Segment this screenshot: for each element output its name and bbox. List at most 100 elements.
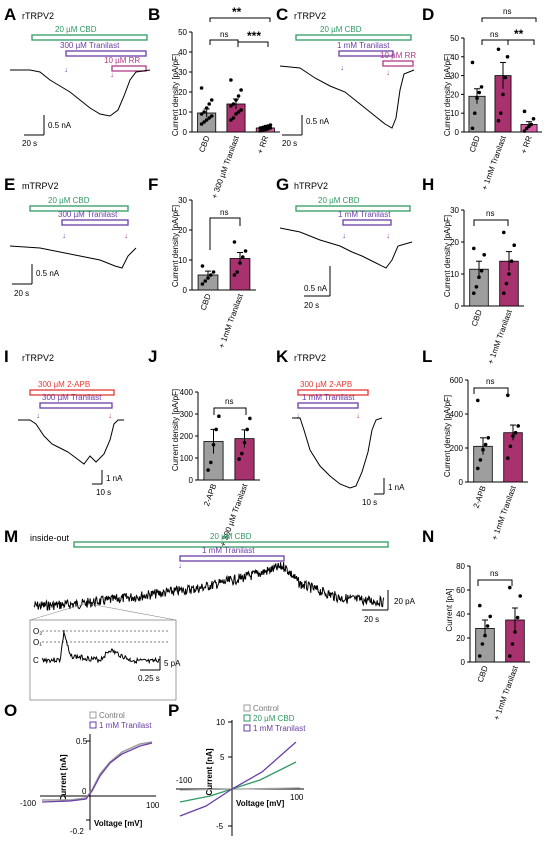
y-tick-label: 0: [461, 658, 466, 667]
panel-letter-c: C: [276, 5, 288, 24]
category-label: + 1mM Tranilast: [217, 292, 245, 349]
p-ylabel: Current [nA]: [205, 748, 214, 795]
data-point: [478, 458, 483, 462]
data-point: [206, 276, 210, 280]
sig-label-d3: **: [514, 27, 524, 41]
tranilast-bar-k: [297, 402, 359, 409]
arrow-k1: ↓: [296, 411, 300, 420]
data-point: [199, 122, 204, 126]
sig-bracket-n: [477, 579, 513, 586]
panel-c: C rTRPV2 20 µM CBD 1 mM Tranilast 10 µM …: [276, 5, 416, 148]
data-point: [477, 603, 482, 608]
scale-y-label-a: 0.5 nA: [48, 121, 72, 130]
sig-bracket-d3: [507, 39, 535, 45]
data-point: [513, 430, 518, 435]
arrow-e1: ↓: [62, 231, 66, 240]
panel-a: A rTRPV2 20 µM CBD 300 µM Tranilast 10 µ…: [4, 5, 151, 148]
sig-bracket-b1: [209, 17, 271, 22]
tranilast-bar-g: [342, 219, 392, 226]
cbd-bar-label-e: 20 µM CBD: [48, 196, 90, 205]
chart-n: 0 20 40 60 80 CBD + 1mM Tranilast: [456, 562, 530, 721]
data-point: [516, 424, 521, 428]
construct-label-m: inside-out: [30, 533, 70, 543]
sig-bracket-d2: [481, 39, 509, 45]
scale-y-label-k: 1 nA: [388, 483, 405, 492]
y-tick-label: 0: [183, 286, 188, 295]
data-point: [486, 436, 491, 440]
scale-x-label-g: 20 s: [304, 301, 319, 310]
data-point: [513, 630, 517, 634]
data-point: [217, 414, 221, 419]
data-point: [234, 112, 238, 116]
data-point: [199, 86, 204, 90]
data-point: [531, 117, 536, 121]
panel-letter-e: E: [4, 175, 15, 194]
p-legend-tranilast: 1 mM Tranilast: [253, 724, 306, 733]
data-point: [522, 109, 527, 114]
sig-label-b2: ns: [220, 30, 228, 39]
cbd-bar-g: [295, 205, 411, 212]
panel-letter-f: F: [148, 175, 158, 194]
panel-letter-l: L: [422, 347, 432, 366]
y-tick-label: 40: [450, 53, 459, 62]
data-point: [207, 116, 212, 120]
data-point: [231, 116, 236, 120]
data-point: [496, 118, 501, 123]
data-point: [471, 246, 476, 251]
sig-bracket-f: [209, 217, 241, 250]
scale-y-label-g: 0.5 nA: [304, 284, 328, 293]
scale-x-label-i: 10 s: [96, 488, 111, 497]
rr-bar-a: [111, 65, 147, 72]
cbd-bar-label-a: 20 µM CBD: [55, 25, 97, 34]
data-point: [512, 243, 517, 247]
sig-label-d1: ns: [503, 7, 511, 16]
tranilast-bar-label-c: 1 mM Tranilast: [337, 41, 390, 50]
apb-bar-i: [29, 389, 115, 396]
o-legend-tranilast: 1 mM Tranilast: [99, 721, 152, 730]
arrow-e2: ↓: [124, 231, 128, 240]
data-point: [507, 654, 512, 658]
panel-n: N 0 20 40 60 80 CBD + 1mM Tranilast Current [p…: [422, 527, 530, 721]
p-xlabel: Voltage [mV]: [236, 799, 285, 808]
data-point: [207, 102, 212, 106]
tranilast-bar-label-e: 300 µM Tranilast: [58, 210, 118, 219]
data-point: [204, 118, 209, 122]
y-tick-label: 30: [178, 196, 187, 205]
data-point: [243, 249, 248, 253]
inset-scale-y-label: 5 pA: [164, 659, 181, 668]
data-point: [239, 108, 243, 112]
data-point: [505, 456, 510, 461]
arrow-a2: ↓: [110, 70, 114, 79]
arrow-g1: ↓: [342, 231, 346, 240]
cbd-bar-m: [73, 541, 389, 548]
scale-x-label-k: 10 s: [362, 498, 377, 507]
data-point: [202, 110, 206, 114]
data-point: [231, 102, 236, 106]
data-point: [211, 443, 216, 447]
arrow-i1: ↓: [36, 411, 40, 420]
construct-label-k: rTRPV2: [294, 353, 326, 363]
cbd-bar-a: [31, 34, 148, 41]
panel-g: G hTRPV2 20 µM CBD 1 mM Tranilast ↓ ↓ 0.…: [276, 175, 413, 310]
category-label: CBD: [197, 134, 211, 153]
o-legend-control: Control: [99, 711, 125, 720]
data-point: [482, 253, 487, 257]
scale-y-label-m: 20 pA: [394, 597, 416, 606]
y-tick-label: 10: [450, 270, 459, 279]
sig-bracket-d1: [481, 17, 537, 22]
sig-bracket-h: [473, 219, 509, 226]
data-point: [214, 427, 218, 432]
data-point: [505, 393, 510, 398]
y-tick-label: 10: [450, 109, 459, 118]
data-point: [479, 85, 484, 89]
data-point: [204, 106, 209, 110]
y-tick-label: 20: [450, 238, 459, 247]
data-point: [475, 96, 479, 100]
data-point: [236, 94, 241, 98]
data-point: [245, 427, 249, 432]
panel-letter-a: A: [4, 5, 16, 24]
sig-bracket-l: [473, 387, 509, 394]
scale-x-label-m: 20 s: [364, 615, 379, 624]
data-point: [479, 269, 484, 273]
y-tick-label: 50: [450, 34, 459, 43]
